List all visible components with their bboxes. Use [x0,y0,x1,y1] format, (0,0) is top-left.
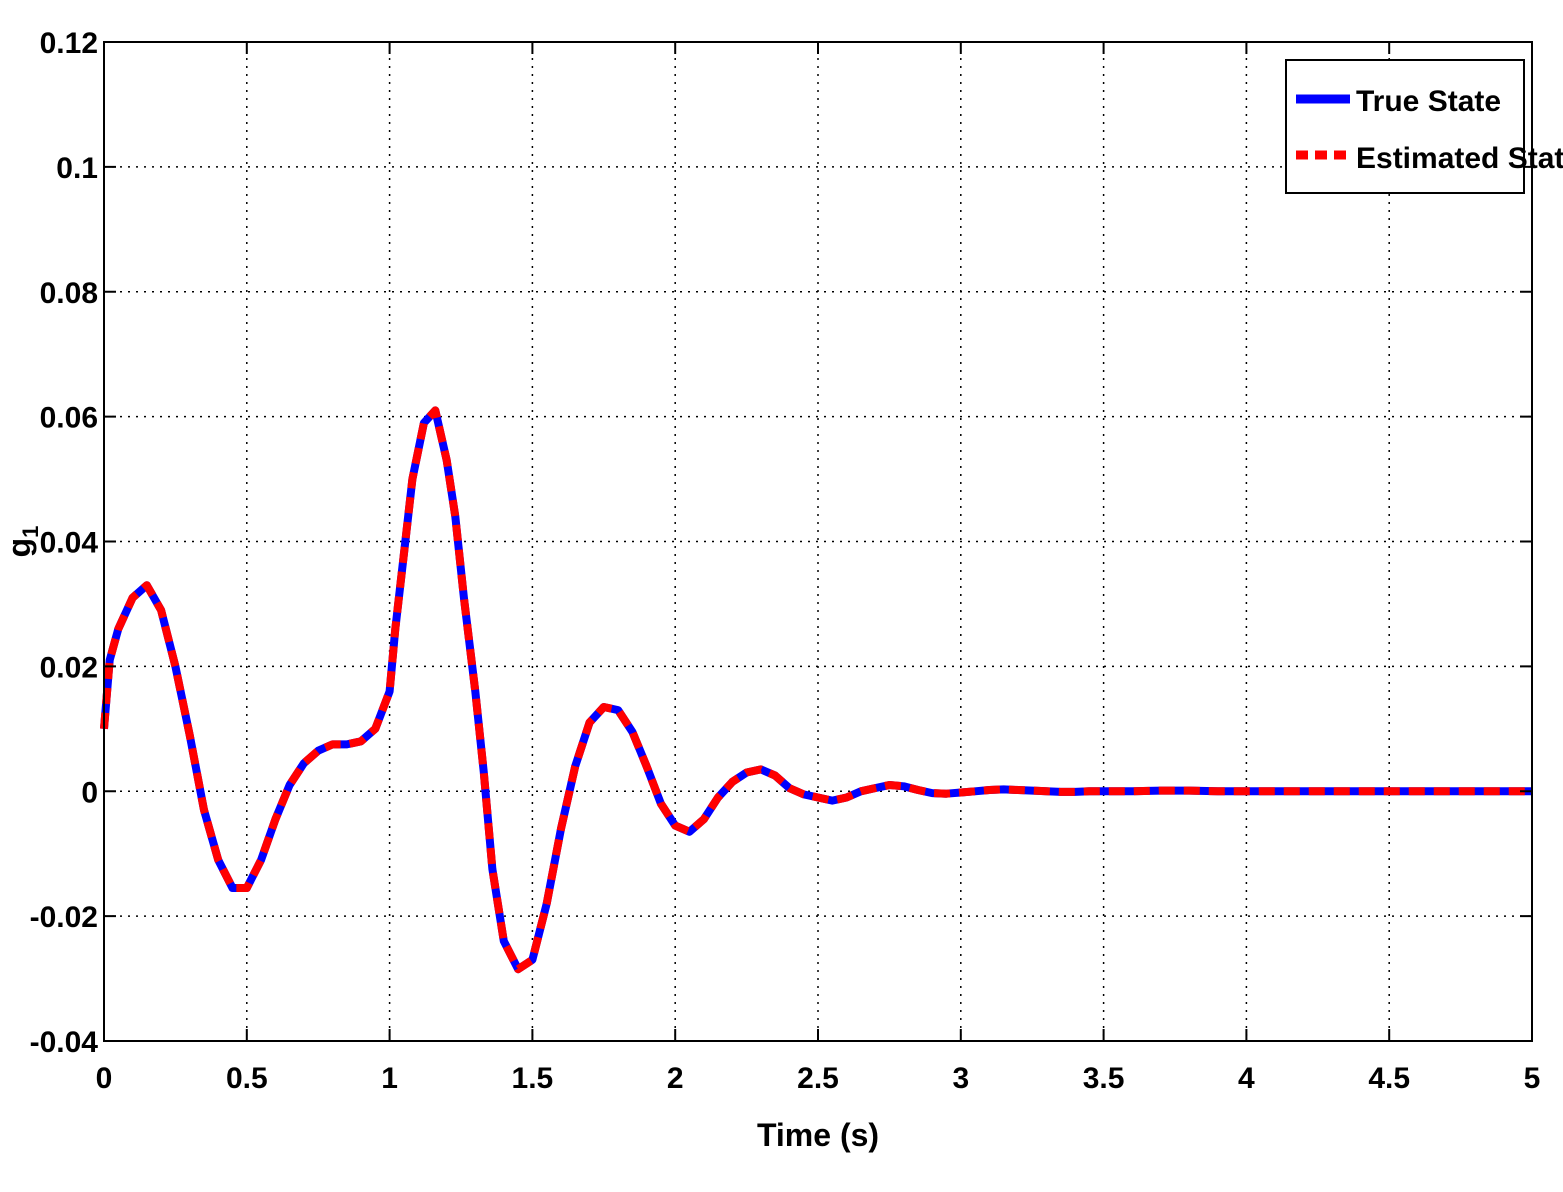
y-tick-label: 0.08 [40,277,98,310]
y-tick-label: 0 [81,776,98,809]
legend-box [1285,59,1525,194]
x-tick-label: 2 [667,1062,684,1095]
grid [104,42,1532,1041]
series-layer [100,406,1532,974]
ticks: 0 0.5 1 1.5 2 2.5 3 3.5 4 4.5 5 -0.04 -0.02 0 0.02 0.04… [30,27,1541,1095]
y-axis-label-main: g [1,538,37,558]
x-tick-label: 1 [381,1062,398,1095]
x-tick-label: 2.5 [797,1062,839,1095]
legend-label-estimated-state: Estimated State [1356,142,1563,175]
y-tick-label: -0.04 [30,1026,99,1059]
x-tick-label: 3.5 [1083,1062,1125,1095]
y-axis-label-subscript: 1 [18,526,43,538]
x-tick-label: 0 [96,1062,113,1095]
series-line-estimated-state [100,406,1532,974]
x-tick-label: 5 [1524,1062,1541,1095]
series-line-true-state [100,406,1532,974]
x-tick-label: 0.5 [226,1062,268,1095]
x-tick-label: 1.5 [512,1062,554,1095]
legend-label-true-state: True State [1356,85,1501,118]
y-tick-label: 0.02 [40,651,98,684]
y-tick-label: 0.06 [40,402,98,435]
x-tick-label: 3 [952,1062,969,1095]
y-tick-label: 0.1 [56,152,98,185]
legend: True State Estimated State [1285,59,1563,194]
y-tick-label: 0.12 [40,27,98,60]
y-tick-label: -0.02 [30,901,98,934]
x-axis-label: Time (s) [757,1117,879,1153]
x-tick-label: 4 [1238,1062,1255,1095]
y-tick-label: 0.04 [40,527,99,560]
y-axis-label: g1 [1,526,43,558]
x-tick-label: 4.5 [1368,1062,1410,1095]
